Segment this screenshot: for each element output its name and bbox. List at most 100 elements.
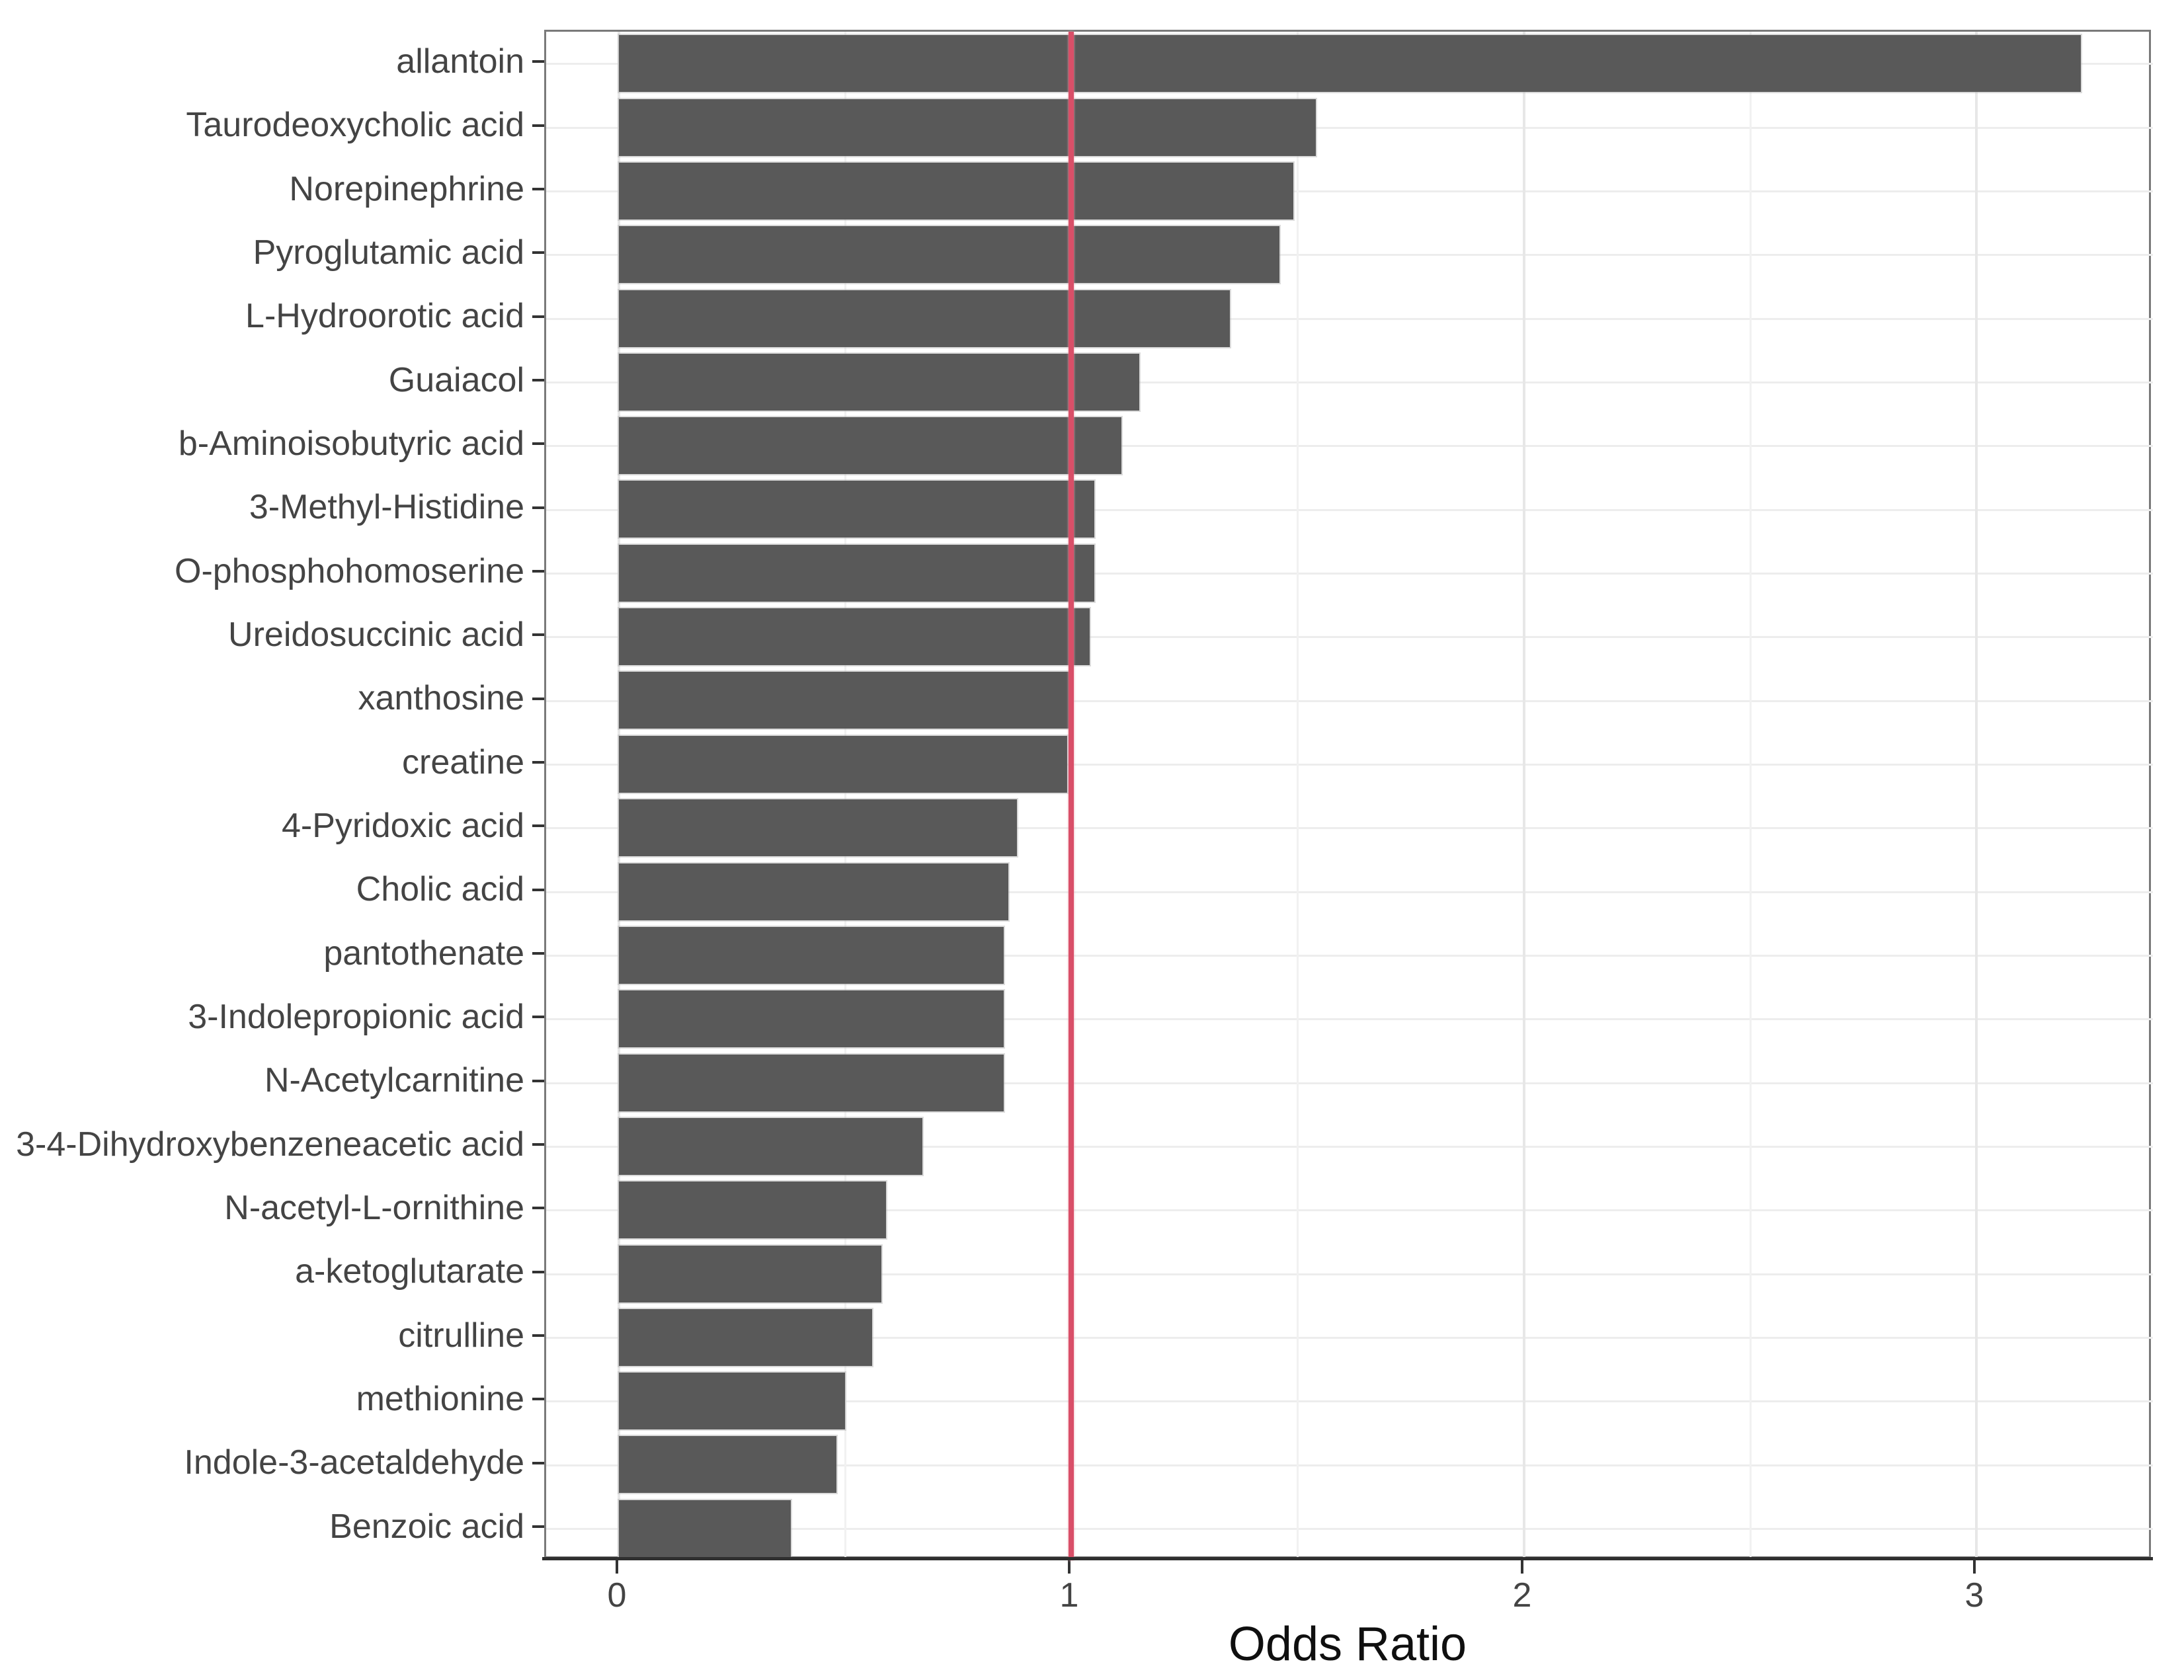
gridline-y-19 bbox=[546, 1273, 2153, 1275]
reference-line bbox=[1069, 32, 1074, 1560]
y-axis-label: Norepinephrine bbox=[289, 170, 524, 208]
gridline-y-15 bbox=[546, 1018, 2153, 1020]
bar-Pyroglutamic acid bbox=[619, 226, 1279, 283]
x-tick-0 bbox=[616, 1560, 618, 1574]
gridline-y-20 bbox=[546, 1337, 2153, 1339]
y-tick-4 bbox=[532, 315, 544, 318]
bar-xanthosine bbox=[619, 672, 1072, 729]
bar-a-ketoglutarate bbox=[619, 1246, 881, 1302]
y-tick-15 bbox=[532, 1016, 544, 1018]
x-axis-tick-label: 1 bbox=[1059, 1576, 1079, 1615]
y-tick-9 bbox=[532, 633, 544, 636]
y-axis-label: 4-Pyridoxic acid bbox=[281, 807, 524, 845]
y-tick-2 bbox=[532, 188, 544, 190]
bar-Indole-3-acetaldehyde bbox=[619, 1436, 836, 1493]
x-axis-tick-label: 3 bbox=[1964, 1576, 1984, 1615]
gridline-x-major-0 bbox=[618, 32, 620, 1560]
y-axis-label: 3-Indolepropionic acid bbox=[188, 998, 524, 1036]
gridline-y-18 bbox=[546, 1209, 2153, 1211]
y-axis-label: Taurodeoxycholic acid bbox=[186, 106, 524, 144]
y-axis-label: Cholic acid bbox=[356, 870, 524, 908]
bar-4-Pyridoxic acid bbox=[619, 799, 1017, 856]
bar-Ureidosuccinic acid bbox=[619, 608, 1090, 665]
bar-L-Hydroorotic acid bbox=[619, 290, 1230, 347]
y-tick-7 bbox=[532, 506, 544, 509]
y-tick-21 bbox=[532, 1398, 544, 1400]
y-axis-label: a-ketoglutarate bbox=[295, 1252, 524, 1291]
gridline-y-5 bbox=[546, 381, 2153, 383]
gridline-y-17 bbox=[546, 1146, 2153, 1148]
gridline-x-minor-1.5 bbox=[1297, 32, 1299, 1560]
y-axis-label: Benzoic acid bbox=[329, 1507, 524, 1546]
y-tick-17 bbox=[532, 1143, 544, 1146]
y-axis-label: O-phosphohomoserine bbox=[175, 552, 524, 590]
gridline-x-minor-0.5 bbox=[844, 32, 846, 1560]
y-axis-label: citrulline bbox=[398, 1316, 524, 1355]
gridline-y-14 bbox=[546, 955, 2153, 957]
bar-creatine bbox=[619, 736, 1067, 793]
y-tick-10 bbox=[532, 698, 544, 700]
y-tick-0 bbox=[532, 60, 544, 63]
bar-b-Aminoisobutyric acid bbox=[619, 417, 1121, 474]
x-axis-title: Odds Ratio bbox=[1228, 1618, 1467, 1671]
y-tick-1 bbox=[532, 124, 544, 127]
y-axis-label: N-Acetylcarnitine bbox=[264, 1061, 524, 1100]
bar-N-acetyl-L-ornithine bbox=[619, 1181, 886, 1238]
y-tick-18 bbox=[532, 1207, 544, 1209]
gridline-y-1 bbox=[546, 127, 2153, 129]
x-tick-3 bbox=[1973, 1560, 1976, 1574]
gridline-y-21 bbox=[546, 1400, 2153, 1402]
x-axis-line bbox=[542, 1557, 2153, 1560]
x-axis-tick-label: 2 bbox=[1512, 1576, 1532, 1615]
gridline-y-22 bbox=[546, 1464, 2153, 1466]
y-tick-6 bbox=[532, 442, 544, 445]
y-tick-5 bbox=[532, 379, 544, 381]
y-tick-13 bbox=[532, 889, 544, 891]
y-axis-label: Indole-3-acetaldehyde bbox=[184, 1443, 524, 1482]
gridline-y-2 bbox=[546, 190, 2153, 192]
bar-3-Indolepropionic acid bbox=[619, 990, 1004, 1047]
x-tick-1 bbox=[1068, 1560, 1071, 1574]
bar-3-Methyl-Histidine bbox=[619, 481, 1094, 538]
y-axis-label: Guaiacol bbox=[388, 361, 524, 399]
gridline-y-11 bbox=[546, 764, 2153, 766]
y-axis-label: b-Aminoisobutyric acid bbox=[178, 424, 524, 463]
gridline-y-6 bbox=[546, 445, 2153, 447]
y-axis-label: L-Hydroorotic acid bbox=[245, 297, 524, 335]
y-axis-label: N-acetyl-L-ornithine bbox=[224, 1189, 524, 1227]
bar-methionine bbox=[619, 1373, 845, 1429]
y-axis-label: creatine bbox=[402, 743, 524, 781]
y-axis-label: xanthosine bbox=[358, 679, 524, 717]
y-tick-22 bbox=[532, 1462, 544, 1464]
y-axis-label: pantothenate bbox=[323, 934, 524, 973]
y-tick-8 bbox=[532, 570, 544, 573]
bar-allantoin bbox=[619, 35, 2081, 92]
y-tick-11 bbox=[532, 761, 544, 764]
y-axis-label: allantoin bbox=[396, 42, 524, 81]
x-axis-tick-label: 0 bbox=[607, 1576, 627, 1615]
gridline-x-major-3 bbox=[1975, 32, 1978, 1560]
bar-O-phosphohomoserine bbox=[619, 545, 1094, 602]
bar-pantothenate bbox=[619, 927, 1004, 984]
gridline-y-3 bbox=[546, 254, 2153, 256]
gridline-y-9 bbox=[546, 636, 2153, 638]
bar-3-4-Dihydroxybenzeneacetic acid bbox=[619, 1118, 922, 1175]
bar-Benzoic acid bbox=[619, 1500, 791, 1557]
gridline-x-minor-2.5 bbox=[1750, 32, 1752, 1560]
y-axis-label: Pyroglutamic acid bbox=[253, 233, 524, 272]
y-tick-19 bbox=[532, 1271, 544, 1273]
bar-citrulline bbox=[619, 1309, 872, 1366]
gridline-y-10 bbox=[546, 700, 2153, 702]
y-axis-label: 3-4-Dihydroxybenzeneacetic acid bbox=[16, 1125, 524, 1164]
y-tick-20 bbox=[532, 1334, 544, 1337]
gridline-y-16 bbox=[546, 1082, 2153, 1084]
y-tick-3 bbox=[532, 251, 544, 254]
y-axis-label: 3-Methyl-Histidine bbox=[249, 488, 524, 526]
gridline-y-4 bbox=[546, 318, 2153, 320]
gridline-y-8 bbox=[546, 573, 2153, 575]
bar-N-Acetylcarnitine bbox=[619, 1055, 1004, 1111]
chart-panel bbox=[544, 30, 2153, 1560]
y-tick-14 bbox=[532, 952, 544, 955]
y-axis-label: Ureidosuccinic acid bbox=[228, 616, 524, 654]
